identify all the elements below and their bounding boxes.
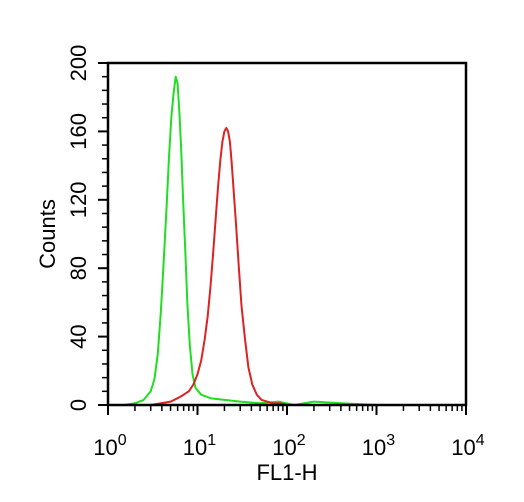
y-tick-label: 160: [66, 113, 91, 150]
y-tick-label: 120: [66, 181, 91, 218]
x-axis-tick-labels: 100 101 102 103 104: [93, 432, 484, 460]
series-layer: [108, 75, 466, 406]
y-axis-label: Counts: [35, 199, 60, 269]
y-axis-ticks: [98, 62, 108, 406]
y-tick-label: 0: [66, 399, 91, 411]
y-axis-tick-labels: 0 40 80 120 160 200: [66, 45, 91, 411]
x-tick-label: 100: [93, 432, 126, 460]
plot-frame: [106, 61, 468, 407]
x-tick-label: 102: [272, 432, 305, 460]
x-axis-ticks: [107, 405, 467, 415]
x-tick-label: 103: [362, 432, 395, 460]
x-tick-label: 104: [451, 432, 484, 460]
x-tick-label: 101: [183, 432, 216, 460]
y-tick-label: 80: [66, 256, 91, 280]
series-line-2: [108, 127, 466, 406]
y-tick-label: 200: [66, 45, 91, 82]
series-line-1: [108, 75, 466, 406]
x-axis-label: FL1-H: [256, 460, 317, 485]
y-tick-label: 40: [66, 324, 91, 348]
